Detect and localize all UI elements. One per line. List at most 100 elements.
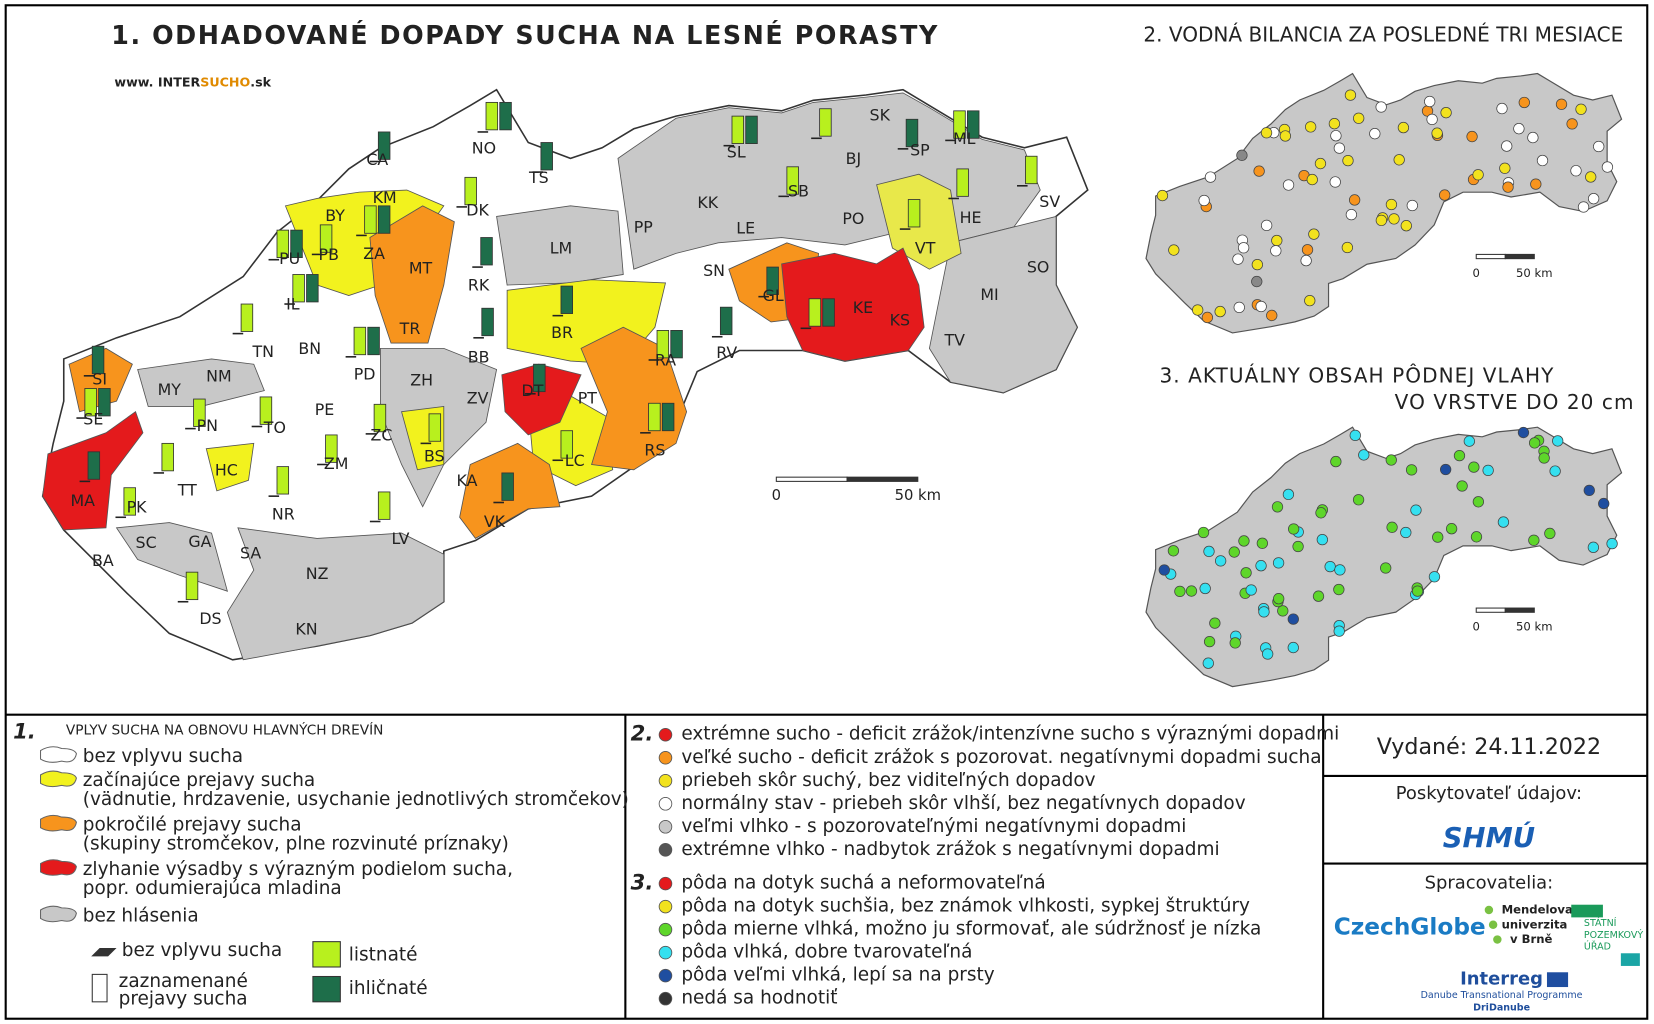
station-dot [1287,613,1299,625]
district-label: SO [1027,258,1050,277]
station-dot [1251,258,1263,271]
mendel-logo: Mendelova [1502,902,1573,916]
scale-bar [1504,253,1535,260]
coniferous-icon [306,274,319,303]
scale-label: 50 km [895,487,941,504]
station-dot [1439,189,1451,201]
deciduous-icon [185,571,199,601]
district-label: RV [716,343,737,362]
district-label: TN [252,342,275,361]
station-dot [1577,201,1590,213]
deciduous-icon [1025,155,1038,185]
station-dot [1400,220,1412,232]
legend: 1. VPLYV SUCHA NA OBNOVU HLAVNÝCH DREVÍN b… [13,719,1339,1010]
logo-dot [1484,905,1494,915]
district-label: TT [177,480,197,499]
district-label: TR [399,319,421,338]
station-dot [1440,107,1452,119]
water-balance-map: 0 50 km [1145,72,1623,334]
legend-text: (vädnutie, hrdzavenie, usychanie jednotl… [83,789,629,810]
station-dot [1380,562,1392,574]
symbol-coniferous [312,975,341,1003]
station-dot [1585,171,1597,183]
station-dot [1199,582,1211,595]
station-dot [1385,454,1397,466]
legend-text: pokročilé prejavy sucha [83,815,302,836]
legend-text: zlyhanie výsadby s výrazným podielom suc… [83,859,513,880]
district-label: SP [910,140,930,159]
station-dot [1209,617,1221,629]
deciduous-icon [428,413,442,442]
legend-dot [658,843,673,857]
district-label: LM [550,239,572,258]
station-dot [1528,534,1540,546]
district-label: SE [83,410,103,429]
deciduous-icon [786,166,799,195]
station-dot [1214,555,1227,567]
district-label: KK [697,193,718,212]
station-dot [1271,234,1283,247]
district-label: NO [472,138,496,157]
legend-text: extrémne vlhko - nadbytok zrážok s negat… [681,839,1219,860]
title: 1. ODHADOVANÉ DOPADY SUCHA NA LESNÉ PORA… [111,20,939,50]
coniferous-icon [98,388,111,417]
coniferous-icon [481,307,494,337]
station-dot [1411,585,1424,597]
deciduous-icon [364,205,377,234]
station-dot [1497,516,1510,528]
station-dot [1606,537,1618,550]
district-label: PU [279,249,300,268]
district-label: SN [703,261,725,280]
deciduous-icon [325,434,338,463]
district-label: BS [424,447,445,466]
scale-bar [1504,607,1535,613]
district-label: SK [870,106,891,125]
district-label: KN [295,620,317,639]
station-dot [1262,648,1274,660]
spu-logo: ÚŘAD [1584,940,1611,952]
district-label: ML [953,129,976,148]
district-label: DS [199,609,221,628]
legend-text: pôda mierne vlhká, možno ju sformovať, a… [681,919,1261,940]
district-label: SC [136,533,157,552]
legend-text: ihličnaté [349,978,428,999]
district-label: VT [915,239,936,258]
station-dot [1328,118,1341,130]
deciduous-icon [123,487,136,516]
station-dot [1277,605,1289,617]
district-label: ZM [324,454,349,473]
legend-text: normálny stav - priebeh skôr vlhší, bez … [681,793,1245,814]
website-part: .sk [250,74,271,89]
coniferous-icon [766,266,779,295]
country-outline [1145,72,1623,334]
district-label: PE [315,400,335,419]
station-dot [1352,494,1365,506]
station-dot [1282,179,1295,191]
station-dot [1439,463,1452,476]
mini-map [1145,72,1623,334]
coniferous-icon [499,101,512,131]
district-label: ZV [467,389,489,408]
czechglobe-logo: CzechGlobe [1334,913,1486,940]
legend-text: pôda na dotyk suchšia, bez známok vlhkos… [681,896,1250,917]
station-dot [1468,461,1480,473]
district-label: KS [890,310,910,329]
station-dot [1228,546,1240,558]
deciduous-icon [956,168,969,197]
district-label: HC [215,460,238,479]
map2-title: 2. VODNÁ BILANCIA ZA POSLEDNÉ TRI MESIAC… [1143,22,1623,46]
station-dot [1300,254,1312,267]
station-dot [1538,452,1550,464]
legend-dot [658,991,673,1006]
legend-text: veľké sucho - deficit zrážok s pozorovat… [681,747,1321,768]
station-dot [1552,435,1564,447]
station-dot [1424,95,1436,108]
station-dot [1431,127,1443,139]
district-area [369,205,455,344]
legend-text: prejavy sucha [119,989,248,1010]
deciduous-icon [731,115,745,144]
station-dot [1232,253,1244,265]
scale-label: 50 km [1516,266,1553,280]
station-dot [1255,560,1267,572]
station-dot [1312,590,1325,602]
